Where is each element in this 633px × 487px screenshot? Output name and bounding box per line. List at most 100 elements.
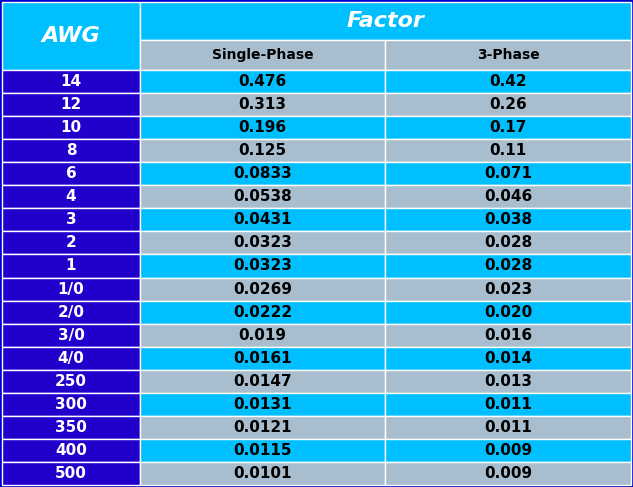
Bar [385,116,631,139]
Bar [2,439,140,462]
Bar [140,185,385,208]
Text: 0.26: 0.26 [489,97,527,112]
Bar [140,393,385,416]
Text: 0.0323: 0.0323 [233,235,292,250]
Text: 3/0: 3/0 [58,328,84,343]
Bar [385,347,631,370]
Bar [2,393,140,416]
Bar [140,300,385,323]
Text: 0.11: 0.11 [489,143,527,158]
Bar [2,93,140,116]
Bar [140,70,385,93]
Text: AWG: AWG [42,26,101,46]
Text: 0.0115: 0.0115 [233,443,292,458]
Bar [140,462,385,485]
Text: 2: 2 [66,235,77,250]
Text: 0.0269: 0.0269 [233,281,292,297]
Text: 0.011: 0.011 [484,397,532,412]
Bar [140,162,385,185]
Text: 0.046: 0.046 [484,189,532,205]
Bar [385,370,631,393]
Bar [385,40,631,70]
Bar [385,208,631,231]
Bar [140,139,385,162]
Text: 400: 400 [55,443,87,458]
Bar [385,231,631,254]
Bar [2,370,140,393]
Text: 0.023: 0.023 [484,281,532,297]
Bar [2,416,140,439]
Text: 0.476: 0.476 [239,74,287,89]
Text: 0.42: 0.42 [489,74,527,89]
Text: 8: 8 [66,143,77,158]
Text: 0.125: 0.125 [239,143,287,158]
Bar [140,254,385,278]
Bar [2,70,140,93]
Text: 4/0: 4/0 [58,351,84,366]
Text: 500: 500 [55,466,87,481]
Bar [140,208,385,231]
Bar [2,231,140,254]
Text: 6: 6 [66,166,77,181]
Bar [2,162,140,185]
Bar [385,439,631,462]
Text: 0.009: 0.009 [484,466,532,481]
Bar [2,323,140,347]
Bar [385,300,631,323]
Text: 0.196: 0.196 [239,120,287,135]
Bar [385,278,631,300]
Bar [385,93,631,116]
Text: 0.011: 0.011 [484,420,532,435]
Bar [385,162,631,185]
Text: 0.019: 0.019 [239,328,287,343]
Text: 0.0147: 0.0147 [233,374,292,389]
Bar [140,370,385,393]
Bar [140,278,385,300]
Bar [140,439,385,462]
Text: 2/0: 2/0 [58,304,84,319]
Text: 1/0: 1/0 [58,281,84,297]
Text: 250: 250 [55,374,87,389]
Bar [2,2,140,70]
Bar [2,139,140,162]
Text: 0.0161: 0.0161 [233,351,292,366]
Text: 0.013: 0.013 [484,374,532,389]
Text: 0.0101: 0.0101 [233,466,292,481]
Bar [140,2,631,40]
Bar [2,347,140,370]
Text: 14: 14 [60,74,82,89]
Text: Factor: Factor [346,11,425,31]
Text: 350: 350 [55,420,87,435]
Bar [2,116,140,139]
Text: 0.020: 0.020 [484,304,532,319]
Text: 0.17: 0.17 [489,120,527,135]
Bar [385,416,631,439]
Bar [385,393,631,416]
Text: 300: 300 [55,397,87,412]
Text: 0.028: 0.028 [484,235,532,250]
Text: 0.071: 0.071 [484,166,532,181]
Bar [140,116,385,139]
Text: Single-Phase: Single-Phase [211,48,313,62]
Bar [140,93,385,116]
Bar [140,416,385,439]
Text: 0.0323: 0.0323 [233,259,292,274]
Text: 0.028: 0.028 [484,259,532,274]
Bar [2,300,140,323]
Text: 0.313: 0.313 [239,97,287,112]
Bar [140,40,385,70]
Text: 10: 10 [60,120,82,135]
Text: 0.0121: 0.0121 [233,420,292,435]
Bar [2,278,140,300]
Text: 0.0131: 0.0131 [233,397,292,412]
Text: 0.038: 0.038 [484,212,532,227]
Bar [2,462,140,485]
Bar [140,231,385,254]
Bar [385,70,631,93]
Text: 0.014: 0.014 [484,351,532,366]
Text: 0.0538: 0.0538 [233,189,292,205]
Bar [2,208,140,231]
Text: 4: 4 [66,189,77,205]
Bar [385,185,631,208]
Text: 3-Phase: 3-Phase [477,48,539,62]
